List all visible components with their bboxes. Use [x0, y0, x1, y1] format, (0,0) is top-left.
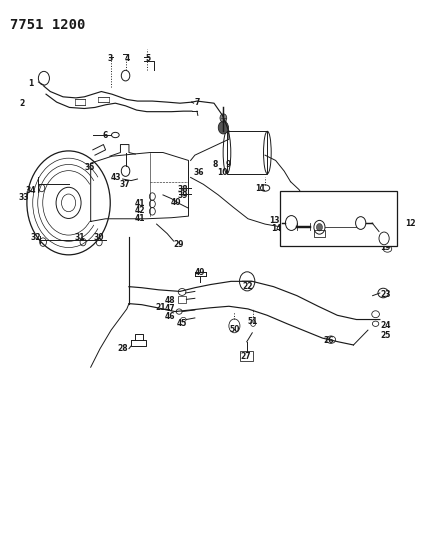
- Bar: [314, 230, 325, 237]
- Text: 25: 25: [380, 331, 391, 340]
- Text: 37: 37: [119, 180, 130, 189]
- Text: 22: 22: [242, 282, 253, 291]
- Text: 21: 21: [156, 303, 166, 312]
- Text: 42: 42: [135, 206, 145, 215]
- Text: 6: 6: [103, 131, 108, 140]
- Text: 39: 39: [178, 191, 188, 200]
- Text: 5: 5: [146, 54, 151, 62]
- Text: 8: 8: [213, 160, 218, 169]
- Text: 27: 27: [241, 352, 251, 361]
- Text: 31: 31: [75, 233, 85, 243]
- Circle shape: [220, 114, 227, 122]
- Text: 45: 45: [177, 319, 187, 328]
- Text: 23: 23: [380, 289, 391, 298]
- Text: 2: 2: [20, 99, 25, 108]
- Text: 18: 18: [380, 234, 390, 243]
- Text: 12: 12: [405, 219, 416, 228]
- Bar: [178, 296, 186, 303]
- Text: 29: 29: [174, 240, 184, 249]
- Text: 49: 49: [195, 268, 205, 277]
- Text: 30: 30: [93, 233, 104, 243]
- Circle shape: [316, 223, 322, 231]
- Text: 1: 1: [28, 79, 33, 88]
- Text: 50: 50: [229, 325, 240, 334]
- Circle shape: [218, 121, 229, 134]
- Text: 15: 15: [287, 230, 297, 239]
- Text: 35: 35: [85, 164, 95, 172]
- Text: 51: 51: [248, 317, 259, 326]
- Text: 43: 43: [111, 173, 122, 182]
- Text: 9: 9: [226, 160, 231, 169]
- Text: 26: 26: [324, 336, 334, 345]
- Text: 4: 4: [124, 54, 129, 62]
- Text: 28: 28: [117, 344, 128, 353]
- Text: 3: 3: [107, 54, 113, 62]
- Text: 14: 14: [270, 224, 281, 233]
- Text: 41: 41: [135, 199, 145, 208]
- Bar: [280, 191, 397, 246]
- Text: 19: 19: [380, 243, 390, 252]
- Text: 13: 13: [269, 216, 280, 225]
- Text: 40: 40: [171, 198, 181, 207]
- Text: 11: 11: [256, 183, 266, 192]
- Text: 10: 10: [217, 167, 228, 176]
- Text: 41: 41: [135, 214, 145, 223]
- Text: 47: 47: [164, 304, 175, 313]
- Text: 36: 36: [193, 167, 204, 176]
- Text: 33: 33: [18, 193, 29, 202]
- Text: 32: 32: [31, 233, 42, 243]
- Bar: [241, 351, 253, 361]
- Text: 7751 1200: 7751 1200: [10, 18, 85, 33]
- Text: 17: 17: [357, 216, 367, 225]
- Text: 38: 38: [178, 185, 188, 194]
- Text: 24: 24: [380, 321, 391, 330]
- Text: 16: 16: [287, 237, 297, 246]
- Text: 46: 46: [164, 312, 175, 321]
- Bar: [227, 131, 268, 174]
- Text: 34: 34: [26, 186, 36, 195]
- Text: 48: 48: [164, 296, 175, 305]
- Text: 7: 7: [195, 98, 200, 107]
